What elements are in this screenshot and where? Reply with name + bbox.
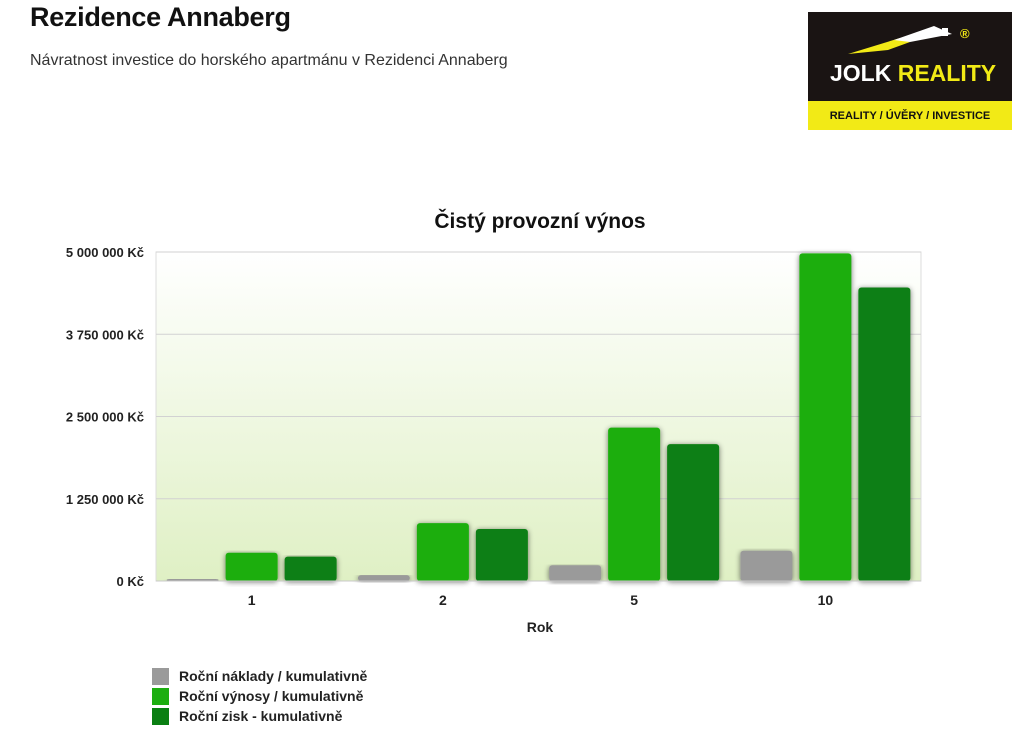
logo-brand-jolk: JOLK [830,60,892,86]
x-tick-label: 10 [818,592,834,608]
legend-label: Roční náklady / kumulativně [179,668,368,684]
bar-costs-year-10 [740,550,793,581]
legend-swatch [152,707,169,725]
x-tick-label: 1 [248,592,256,608]
x-axis-label: Rok [527,619,554,635]
page-title: Rezidence Annaberg [30,2,291,32]
y-tick-label: 5 000 000 Kč [66,245,144,260]
bar-revenue-year-10 [799,253,852,582]
bar-profit-year-5 [667,444,720,581]
jolk-reality-logo[interactable]: ® JOLK REALITY REALITY / ÚVĚRY / INVESTI… [808,12,1012,130]
x-axis-ticks: 1 2 5 10 [248,592,834,608]
chart-title: Čistý provozní výnos [434,209,645,233]
bar-costs-year-5 [549,565,602,581]
logo-background [808,12,1012,101]
x-tick-label: 5 [630,592,638,608]
gridlines [156,251,921,500]
chart-legend: Roční náklady / kumulativně Roční výnosy … [152,666,367,726]
page-subtitle: Návratnost investice do horského apartmá… [30,52,508,69]
bar-revenue-year-1 [225,552,278,581]
y-tick-label: 3 750 000 Kč [66,327,144,342]
legend-swatch [152,687,169,705]
legend-item: Roční výnosy / kumulativně [152,686,367,706]
bar-revenue-year-5 [608,427,661,581]
bars [166,253,911,582]
logo-wordmark: JOLK REALITY [830,60,996,87]
y-tick-label: 1 250 000 Kč [66,492,144,507]
legend-label: Roční výnosy / kumulativně [179,688,364,704]
y-tick-label: 2 500 000 Kč [66,410,144,425]
logo-brand-reality: REALITY [897,60,997,86]
legend-item: Roční náklady / kumulativně [152,666,367,686]
bar-revenue-year-2 [416,523,469,581]
legend-item: Roční zisk - kumulativně [152,706,367,726]
y-axis-ticks: 0 Kč 1 250 000 Kč 2 500 000 Kč 3 750 000 Kč… [66,245,144,589]
bar-profit-year-1 [284,556,337,581]
registered-mark: ® [960,26,970,41]
x-tick-label: 2 [439,592,447,608]
bar-costs-year-2 [357,575,410,581]
legend-swatch [152,667,169,685]
bar-profit-year-10 [858,287,911,581]
logo-tagline: REALITY / ÚVĚRY / INVESTICE [808,101,1012,130]
house-roof-icon [848,26,952,54]
bar-profit-year-2 [475,529,528,581]
y-tick-label: 0 Kč [117,574,144,589]
legend-label: Roční zisk - kumulativně [179,708,343,724]
